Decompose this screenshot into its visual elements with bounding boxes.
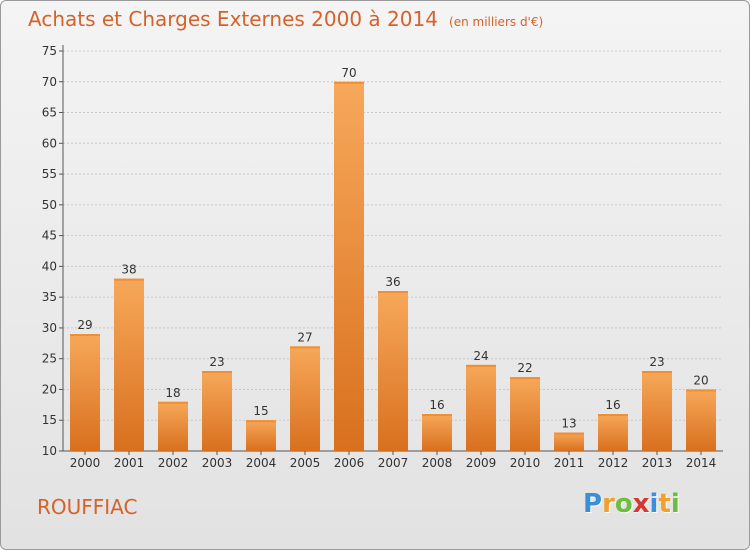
y-tick-label: 10 (42, 444, 57, 458)
chart-subtitle: (en milliers d'€) (449, 15, 544, 29)
bar-top-edge (642, 371, 672, 373)
logo-letter: x (632, 489, 650, 519)
place-name: ROUFFIAC (37, 495, 138, 519)
y-tick-label: 55 (42, 167, 57, 181)
bar (466, 364, 496, 451)
bar-top-edge (466, 364, 496, 367)
bar (70, 334, 100, 451)
bar-value-label: 23 (209, 355, 224, 369)
bar-value-label: 24 (473, 349, 488, 363)
bar (334, 81, 364, 452)
chart-title: Achats et Charges Externes 2000 à 2014 (28, 7, 438, 31)
x-tick-label: 2010 (510, 456, 541, 470)
x-tick-label: 2014 (686, 456, 717, 470)
label-layer: 29 2000 38 2001 18 2002 23 2003 15 2004 27 2005 70 20… (70, 66, 717, 470)
logo-letter: r (602, 489, 615, 519)
bar-value-label: 27 (297, 330, 312, 344)
bar-value-label: 70 (341, 66, 356, 80)
x-tick-label: 2005 (290, 456, 321, 470)
x-tick-label: 2000 (70, 456, 101, 470)
proxiti-logo: Proxiti (583, 489, 680, 519)
bar-value-label: 36 (385, 275, 400, 289)
logo-letter: i (670, 489, 680, 519)
y-tick-label: 65 (42, 106, 57, 120)
x-tick-label: 2006 (334, 456, 365, 470)
bar-top-edge (510, 377, 540, 380)
bar (202, 371, 232, 451)
bar-layer (70, 81, 716, 452)
bar-value-label: 16 (429, 398, 444, 412)
bar (554, 432, 584, 451)
bar (642, 371, 672, 451)
bar (246, 420, 276, 451)
y-tick-label: 35 (42, 290, 57, 304)
y-tick-label: 40 (42, 259, 57, 273)
bar (598, 414, 628, 451)
bar-top-edge (422, 414, 452, 417)
bar-value-label: 29 (77, 318, 92, 332)
logo-letter: o (614, 489, 633, 519)
x-tick-label: 2007 (378, 456, 409, 470)
bar-top-edge (246, 420, 276, 423)
bar-top-edge (202, 371, 232, 373)
bar (290, 346, 320, 451)
bar (510, 377, 540, 451)
x-tick-label: 2012 (598, 456, 629, 470)
y-tick-label: 60 (42, 136, 57, 150)
bar-top-edge (114, 278, 144, 281)
logo-letter: t (658, 489, 671, 519)
bar-top-edge (554, 432, 584, 435)
x-tick-label: 2011 (554, 456, 585, 470)
bar (422, 414, 452, 451)
logo-letter: i (649, 489, 659, 519)
x-tick-label: 2004 (246, 456, 277, 470)
bar-value-label: 18 (165, 386, 180, 400)
bar-value-label: 16 (605, 398, 620, 412)
bar-value-label: 22 (517, 361, 532, 375)
y-tick-label: 25 (42, 352, 57, 366)
x-tick-label: 2001 (114, 456, 145, 470)
y-tick-label: 20 (42, 382, 57, 396)
y-tick-label: 15 (42, 413, 57, 427)
y-tick-label: 45 (42, 229, 57, 243)
bar (686, 389, 716, 451)
bar-top-edge (70, 334, 100, 337)
bar-value-label: 15 (253, 404, 268, 418)
y-tick-label: 30 (42, 321, 57, 335)
bar (158, 401, 188, 451)
x-tick-label: 2003 (202, 456, 233, 470)
x-tick-label: 2009 (466, 456, 497, 470)
bar-value-label: 38 (121, 263, 136, 277)
bar (114, 278, 144, 451)
bar-value-label: 23 (649, 355, 664, 369)
logo-letter: P (583, 489, 603, 519)
x-tick-label: 2013 (642, 456, 673, 470)
bar-top-edge (686, 389, 716, 392)
bar-top-edge (378, 291, 408, 293)
x-tick-label: 2008 (422, 456, 453, 470)
bar-top-edge (598, 414, 628, 417)
bar (378, 291, 408, 451)
bar-top-edge (334, 81, 364, 84)
bar-value-label: 13 (561, 417, 576, 431)
y-tick-label: 75 (42, 44, 57, 58)
bar-top-edge (290, 346, 320, 349)
title-block: Achats et Charges Externes 2000 à 2014 (… (28, 7, 543, 31)
axis-layer: 10 15 20 25 30 35 40 45 50 55 60 65 70 75 (42, 44, 723, 458)
bar-top-edge (158, 401, 188, 404)
y-tick-label: 70 (42, 75, 57, 89)
x-tick-label: 2002 (158, 456, 189, 470)
y-tick-label: 50 (42, 198, 57, 212)
bar-value-label: 20 (693, 373, 708, 387)
